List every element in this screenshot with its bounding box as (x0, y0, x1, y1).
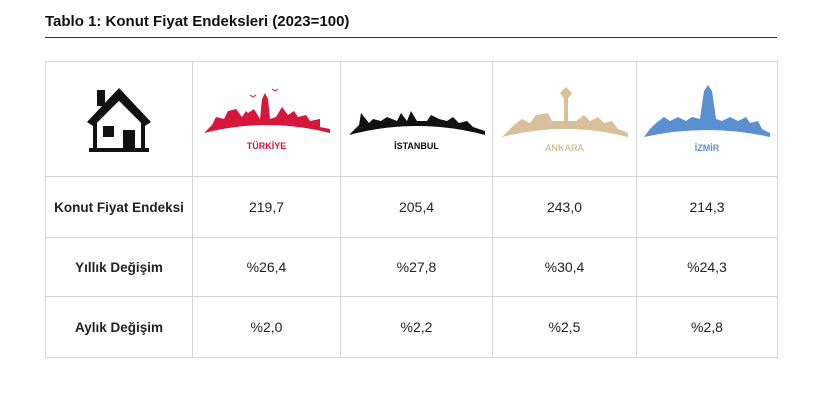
row-label: Yıllık Değişim (45, 237, 193, 297)
ankara-skyline-icon (501, 87, 628, 137)
table-cell: %27,8 (340, 237, 493, 297)
table-cell: %2,8 (636, 296, 778, 358)
table-title: Tablo 1: Konut Fiyat Endeksleri (2023=10… (45, 13, 350, 30)
table-row: Yıllık Değişim %26,4 %27,8 %30,4 %24,3 (45, 237, 778, 297)
city-header-turkiye: TÜRKİYE (192, 61, 341, 177)
table-cell: %26,4 (192, 237, 341, 297)
table-cell: %24,3 (636, 237, 778, 297)
house-icon (87, 88, 151, 152)
city-name: İZMİR (694, 143, 720, 153)
city-name: İSTANBUL (394, 141, 439, 151)
row-label: Aylık Değişim (45, 296, 193, 358)
table-cell: %2,0 (192, 296, 341, 358)
izmir-skyline-icon (644, 85, 770, 137)
city-name: ANKARA (545, 143, 584, 153)
house-price-index-table: TÜRKİYE İSTANBUL ANKARA İZMİR Konut Fiya… (45, 61, 778, 358)
table-cell: 219,7 (192, 176, 341, 238)
table-cell: 243,0 (492, 176, 637, 238)
city-header-istanbul: İSTANBUL (340, 61, 493, 177)
title-divider (45, 37, 777, 38)
table-cell: %2,5 (492, 296, 637, 358)
house-icon-cell (45, 61, 193, 177)
row-label: Konut Fiyat Endeksi (45, 176, 193, 238)
turkiye-skyline-icon (203, 88, 330, 133)
header-row: TÜRKİYE İSTANBUL ANKARA İZMİR (45, 61, 778, 177)
table-cell: 205,4 (340, 176, 493, 238)
table-cell: 214,3 (636, 176, 778, 238)
table-cell: %30,4 (492, 237, 637, 297)
city-header-ankara: ANKARA (492, 61, 637, 177)
city-name: TÜRKİYE (246, 141, 287, 151)
table-row: Aylık Değişim %2,0 %2,2 %2,5 %2,8 (45, 296, 778, 358)
city-header-izmir: İZMİR (636, 61, 778, 177)
table-cell: %2,2 (340, 296, 493, 358)
table-row: Konut Fiyat Endeksi 219,7 205,4 243,0 21… (45, 176, 778, 238)
istanbul-skyline-icon (348, 111, 485, 135)
